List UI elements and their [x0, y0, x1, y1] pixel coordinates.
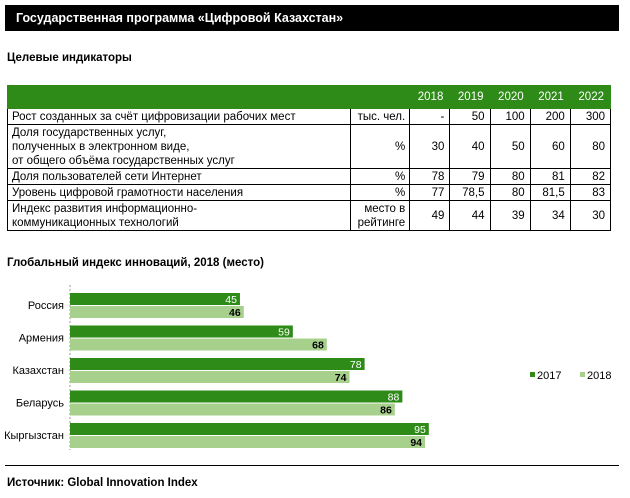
category-label: Кыргызстан	[4, 430, 64, 442]
legend-swatch	[530, 372, 535, 377]
data-label: 88	[388, 392, 400, 404]
indicator-value: 30	[409, 124, 451, 169]
indicator-value: 60	[529, 124, 571, 169]
indicator-value: 77	[409, 184, 451, 201]
category-label: Россия	[28, 300, 64, 312]
indicator-value: 50	[489, 124, 531, 169]
year-header: 2019	[449, 85, 491, 109]
indicator-unit: %	[350, 168, 411, 185]
indicator-value: 78,5	[449, 184, 491, 201]
year-header: 2021	[529, 85, 571, 109]
page-title: Государственная программа «Цифровой Каза…	[5, 5, 619, 31]
year-header: 2018	[409, 85, 451, 109]
indicator-value: 80	[489, 184, 531, 201]
bar-2018	[70, 338, 327, 351]
category-label: Казахстан	[12, 365, 64, 377]
bar-2018	[70, 306, 244, 318]
indicator-name: Индекс развития информационно- коммуника…	[6, 200, 352, 231]
indicator-unit: тыс. чел.	[350, 108, 411, 125]
bar-2017	[70, 325, 293, 338]
bar-2018	[70, 403, 395, 416]
chart-title: Глобальный индекс инноваций, 2018 (место…	[7, 257, 264, 269]
indicator-value: 82	[569, 168, 612, 185]
divider	[5, 465, 619, 466]
bar-2017	[70, 390, 403, 403]
indicator-name: Рост созданных за счёт цифровизации рабо…	[6, 108, 352, 125]
indicator-value: 83	[569, 184, 612, 201]
header-blank-cell	[6, 85, 351, 109]
bar-2017	[70, 358, 365, 370]
indicator-unit: %	[350, 124, 411, 169]
data-label: 68	[312, 340, 324, 352]
indicator-name: Уровень цифровой грамотности населения	[6, 184, 352, 201]
indicator-value: 79	[449, 168, 491, 185]
indicator-value: 80	[489, 168, 531, 185]
indicator-value: -	[409, 108, 451, 125]
bar-2018	[70, 436, 426, 448]
bar-2018	[70, 371, 350, 383]
indicators-table: 2018 2019 2020 2021 2022 Рост созданных …	[6, 85, 612, 231]
legend-label: 2017	[537, 370, 561, 382]
indicator-unit: %	[350, 184, 411, 201]
year-header: 2020	[489, 85, 531, 109]
indicator-value: 40	[449, 124, 491, 169]
data-label: 74	[335, 372, 347, 384]
data-label: 45	[225, 294, 237, 306]
indicator-value: 30	[569, 200, 612, 231]
indicator-value: 50	[449, 108, 491, 125]
data-label: 94	[410, 437, 422, 449]
indicator-value: 78	[409, 168, 451, 185]
table-row: Уровень цифровой грамотности населения %…	[6, 184, 612, 201]
indicator-value: 200	[529, 108, 571, 125]
header-blank-cell	[350, 85, 410, 109]
indicator-value: 34	[529, 200, 571, 231]
indicator-value: 44	[449, 200, 491, 231]
legend-swatch	[580, 372, 585, 377]
category-label: Беларусь	[16, 398, 64, 410]
indicator-value: 80	[569, 124, 612, 169]
indicator-value: 49	[409, 200, 451, 231]
year-header: 2022	[569, 85, 612, 109]
table-header-row: 2018 2019 2020 2021 2022	[6, 85, 612, 109]
indicators-section-title: Целевые индикаторы	[7, 52, 132, 64]
table-row: Индекс развития информационно- коммуника…	[6, 200, 612, 231]
indicator-value: 81	[529, 168, 571, 185]
indicator-value: 39	[489, 200, 531, 231]
table-row: Доля государственных услуг, полученных в…	[6, 124, 612, 169]
data-label: 78	[350, 359, 362, 371]
table-row: Доля пользователей сети Интернет % 78 79…	[6, 168, 612, 185]
data-label: 86	[380, 405, 392, 417]
bar-2017	[70, 293, 240, 305]
category-label: Армения	[19, 333, 64, 345]
source-note: Источник: Global Innovation Index	[7, 477, 198, 489]
data-label: 95	[414, 424, 426, 436]
legend-label: 2018	[587, 370, 611, 382]
indicator-value: 300	[569, 108, 612, 125]
bar-2017	[70, 423, 429, 435]
data-label: 46	[229, 307, 241, 319]
indicator-name: Доля пользователей сети Интернет	[6, 168, 352, 185]
indicator-value: 100	[489, 108, 531, 125]
indicator-value: 81,5	[529, 184, 571, 201]
data-label: 59	[278, 327, 290, 339]
indicator-unit: место в рейтинге	[350, 200, 411, 231]
table-row: Рост созданных за счёт цифровизации рабо…	[6, 108, 612, 125]
indicator-name: Доля государственных услуг, полученных в…	[6, 124, 352, 169]
